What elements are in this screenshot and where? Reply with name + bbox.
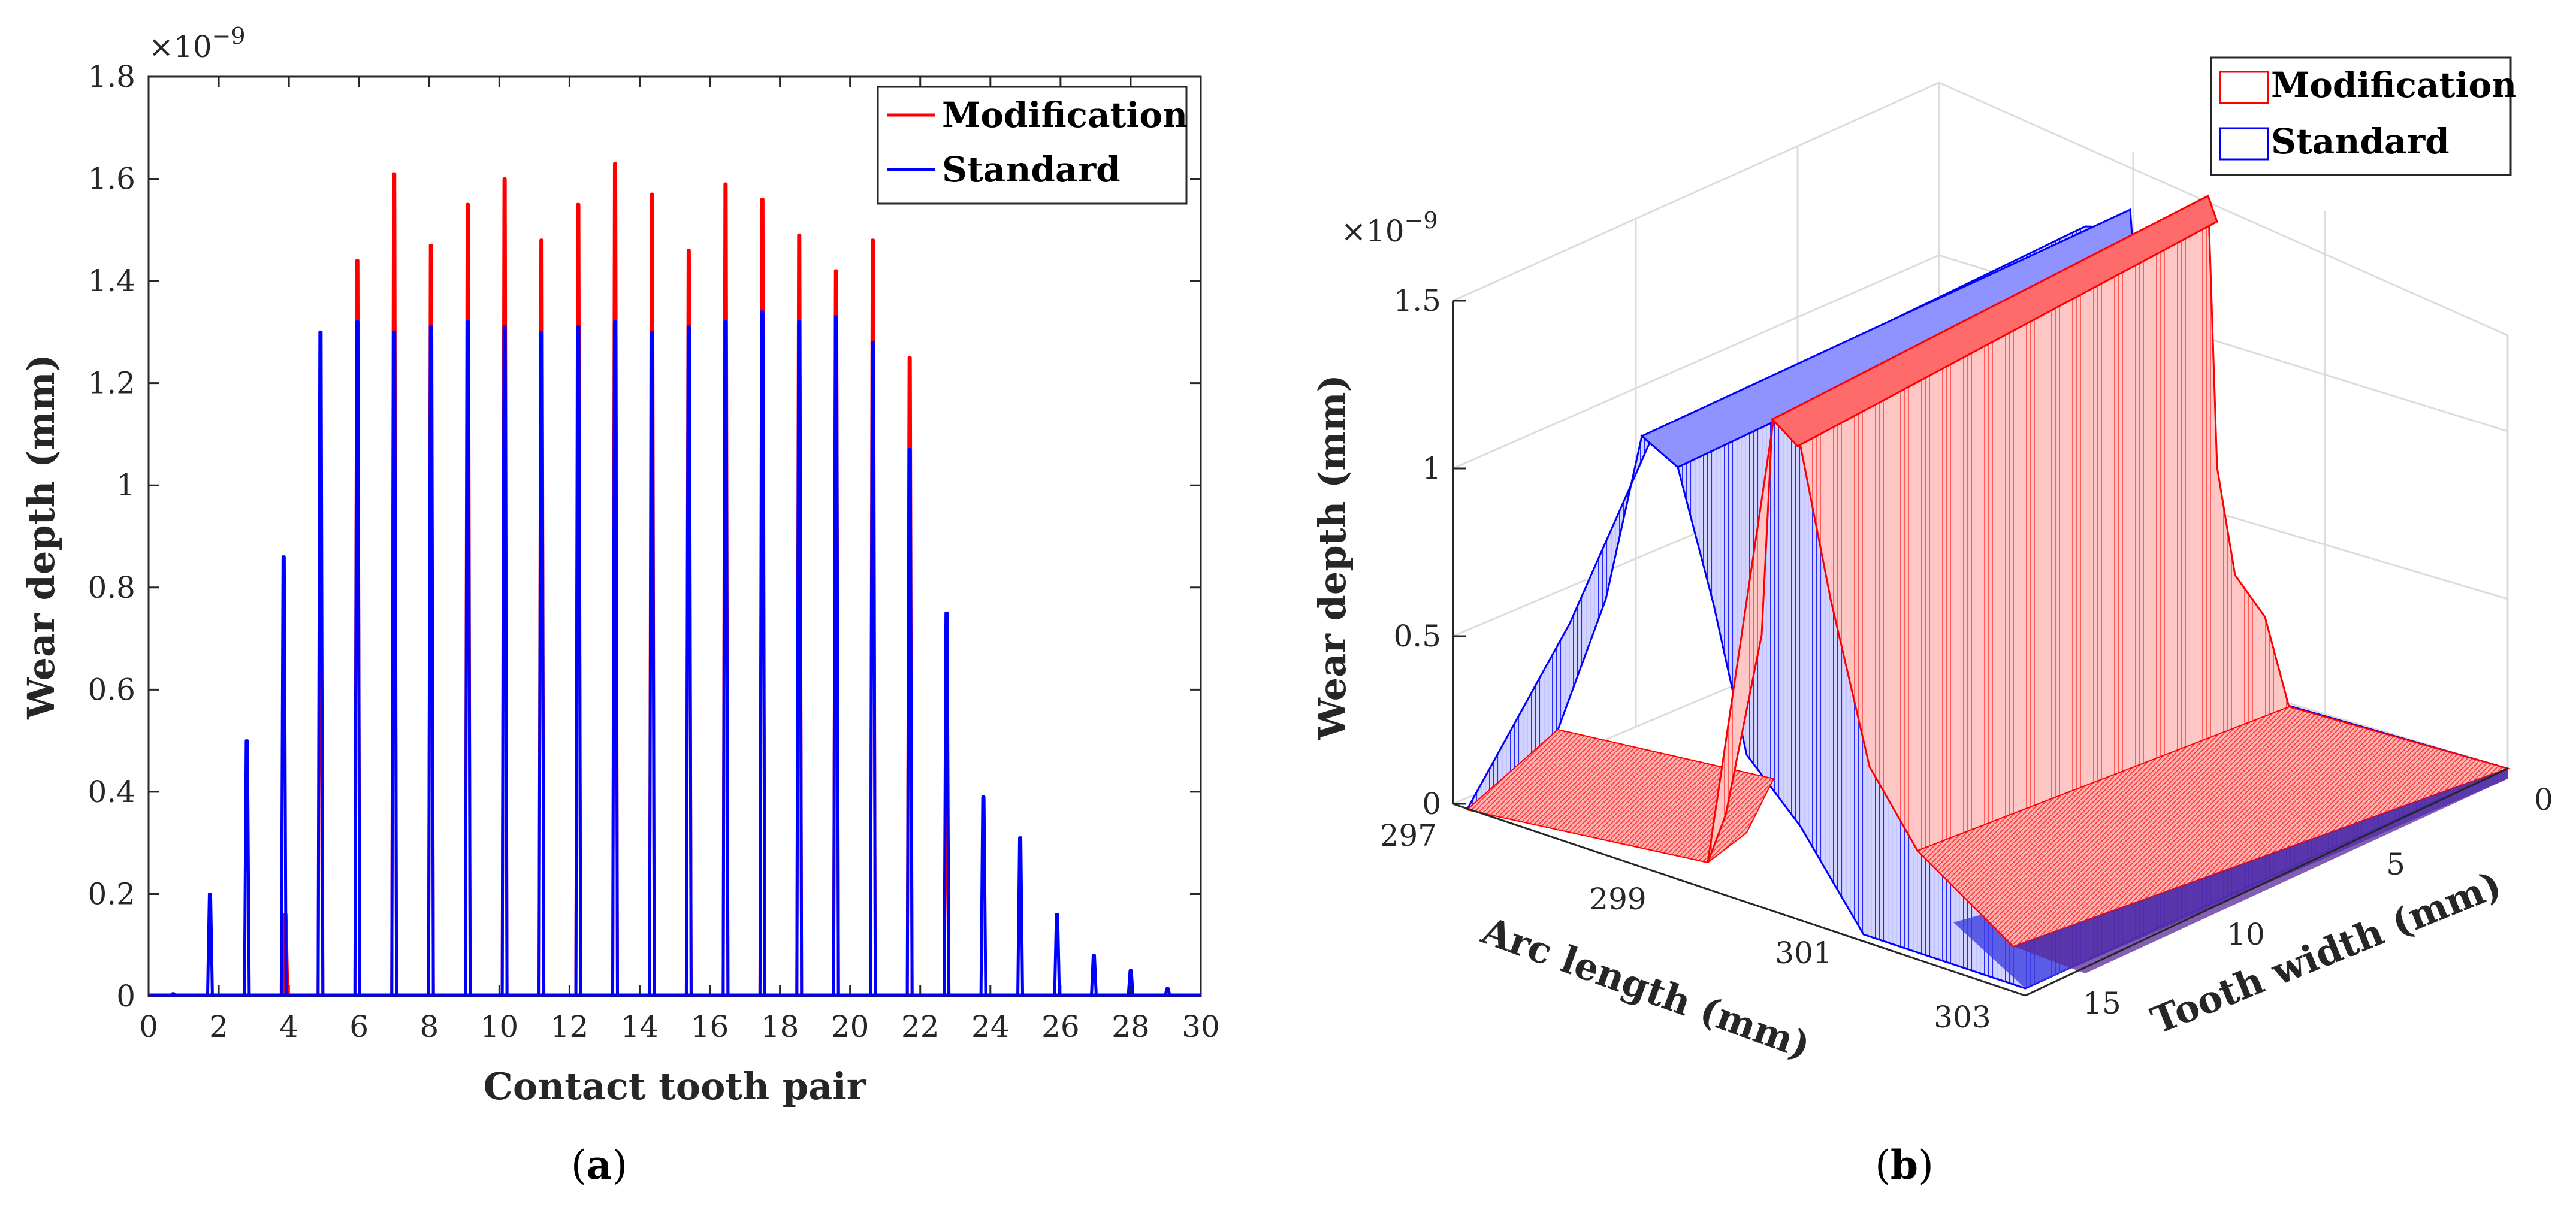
spike-standard bbox=[279, 555, 288, 997]
y-tick-label: 0.4 bbox=[87, 775, 135, 809]
spike-standard bbox=[979, 795, 987, 997]
spike-standard bbox=[684, 325, 693, 997]
series-standard bbox=[169, 310, 1171, 997]
legend-b-standard-swatch bbox=[2219, 127, 2269, 161]
y-tick-label: 1 bbox=[116, 468, 135, 503]
x-tick-label: 28 bbox=[1112, 1009, 1150, 1044]
y-tick-label: 1.8 bbox=[87, 59, 135, 94]
x-tick-label: 16 bbox=[691, 1009, 729, 1044]
panel-a-axis-ticks bbox=[147, 75, 1202, 997]
spike-standard bbox=[316, 330, 325, 997]
legend-a-standard-label: Standard bbox=[942, 149, 1121, 190]
spike-standard bbox=[243, 739, 251, 997]
panel-a-x-axis-label: Contact tooth pair bbox=[484, 1064, 867, 1108]
spike-standard bbox=[1053, 913, 1061, 997]
y-tick-label: 15 bbox=[2083, 986, 2121, 1021]
z-tick-label: 0 bbox=[1422, 786, 1441, 821]
overlap-dark-band bbox=[2013, 769, 2508, 973]
panel-a-y-tick-labels: 0 0.2 0.4 0.6 0.8 1 1.2 1.4 1.6 1.8 bbox=[87, 59, 135, 1014]
z-tick-label: 0.5 bbox=[1393, 619, 1441, 654]
x-tick-label: 303 bbox=[1934, 1000, 1991, 1034]
panel-a-exponent: ×10−9 bbox=[149, 23, 246, 64]
spike-standard bbox=[832, 315, 840, 997]
x-tick-label: 26 bbox=[1041, 1009, 1080, 1044]
panel-a-series bbox=[149, 162, 1201, 997]
panel-a-legend-box bbox=[877, 86, 1188, 205]
legend-a-modification-label: Modification bbox=[942, 95, 1188, 135]
spike-standard bbox=[943, 611, 951, 997]
spike-standard bbox=[574, 325, 582, 997]
spike-standard bbox=[464, 320, 472, 997]
panel-b-x-axis: 297 299 301 303 bbox=[1380, 803, 2026, 1034]
x-tick-label: 2 bbox=[209, 1009, 228, 1044]
x-tick-label: 20 bbox=[831, 1009, 869, 1044]
y-tick-label: 10 bbox=[2227, 917, 2265, 952]
panel-b-caption: (b) bbox=[1875, 1142, 1934, 1188]
spike-standard bbox=[427, 325, 435, 997]
x-tick-label: 18 bbox=[761, 1009, 799, 1044]
y-tick-label: 0.2 bbox=[87, 876, 135, 911]
modification-floor-left bbox=[1465, 728, 1775, 864]
panel-b-legend: Modification Standard bbox=[2210, 56, 2517, 176]
panel-a-x-tick-labels: 0 2 4 6 8 10 12 14 16 18 20 22 24 26 28 30 bbox=[139, 1009, 1220, 1044]
x-tick-label: 4 bbox=[279, 1009, 298, 1044]
z-tick-label: 1 bbox=[1422, 451, 1441, 486]
x-tick-label: 8 bbox=[419, 1009, 439, 1044]
legend-b-standard-label: Standard bbox=[2271, 121, 2450, 162]
x-tick-label: 301 bbox=[1775, 936, 1832, 970]
y-tick-label: 1.2 bbox=[87, 366, 135, 401]
x-tick-label: 6 bbox=[349, 1009, 369, 1044]
spike-standard bbox=[1127, 969, 1135, 997]
y-tick-label: 0.6 bbox=[87, 672, 135, 707]
y-tick-label: 1.4 bbox=[87, 264, 135, 298]
y-tick-label: 0.8 bbox=[87, 570, 135, 605]
x-tick-label: 12 bbox=[551, 1009, 589, 1044]
x-tick-label: 14 bbox=[621, 1009, 659, 1044]
spike-standard bbox=[353, 320, 361, 997]
x-tick-label: 30 bbox=[1182, 1009, 1220, 1044]
spike-standard bbox=[500, 325, 509, 997]
z-tick-label: 1.5 bbox=[1393, 283, 1441, 318]
y-tick-label: 0 bbox=[116, 979, 135, 1014]
spike-standard bbox=[1016, 836, 1025, 997]
panel-b-z-axis-label: Wear depth (mm) bbox=[1310, 374, 1354, 740]
spike-standard bbox=[206, 892, 214, 997]
modification-ridge-top bbox=[1771, 194, 2218, 447]
panel-a-plot-area bbox=[147, 75, 1202, 997]
spike-standard bbox=[611, 320, 619, 997]
panel-a-legend: Modification Standard bbox=[877, 86, 1188, 205]
x-tick-label: 24 bbox=[971, 1009, 1010, 1044]
panel-b-y-axis: 0 5 10 15 bbox=[2025, 767, 2553, 1021]
x-tick-label: 22 bbox=[901, 1009, 940, 1044]
panel-b-z-axis: 0 0.5 1 1.5 bbox=[1393, 283, 1466, 821]
spike-standard bbox=[905, 448, 914, 997]
legend-b-modification-label: Modification bbox=[2271, 65, 2517, 105]
spike-standard bbox=[1163, 987, 1171, 997]
x-tick-label: 297 bbox=[1380, 818, 1437, 853]
panel-b-x-axis-label: Arc length (mm) bbox=[1476, 909, 1816, 1068]
panel-a-caption: (a) bbox=[571, 1142, 627, 1188]
y-tick-label: 0 bbox=[2534, 782, 2553, 817]
panel-b-3d-surface: 0 0.5 1 1.5 297 299 301 303 0 5 10 15 ×1… bbox=[1310, 56, 2553, 1188]
spike-standard bbox=[537, 330, 546, 997]
spike-standard bbox=[1089, 954, 1098, 997]
x-tick-label: 10 bbox=[481, 1009, 519, 1044]
legend-b-modification-swatch bbox=[2219, 71, 2269, 104]
spike-standard bbox=[758, 310, 766, 997]
panel-b-exponent: ×10−9 bbox=[1341, 207, 1438, 249]
y-tick-label: 1.6 bbox=[87, 162, 135, 196]
modification-surface bbox=[1465, 194, 2511, 973]
spike-standard bbox=[648, 330, 656, 997]
spike-standard bbox=[869, 340, 877, 997]
x-tick-label: 299 bbox=[1589, 882, 1646, 916]
spike-standard bbox=[795, 320, 804, 997]
x-tick-label: 0 bbox=[139, 1009, 158, 1044]
spike-standard bbox=[721, 320, 730, 997]
panel-a-y-axis-label: Wear depth (mm) bbox=[19, 354, 63, 720]
panel-a-line-chart: 0 2 4 6 8 10 12 14 16 18 20 22 24 26 28 30 00.20.40.60.… bbox=[19, 23, 1220, 1188]
y-tick-label: 5 bbox=[2386, 847, 2405, 882]
spike-standard bbox=[390, 330, 398, 997]
